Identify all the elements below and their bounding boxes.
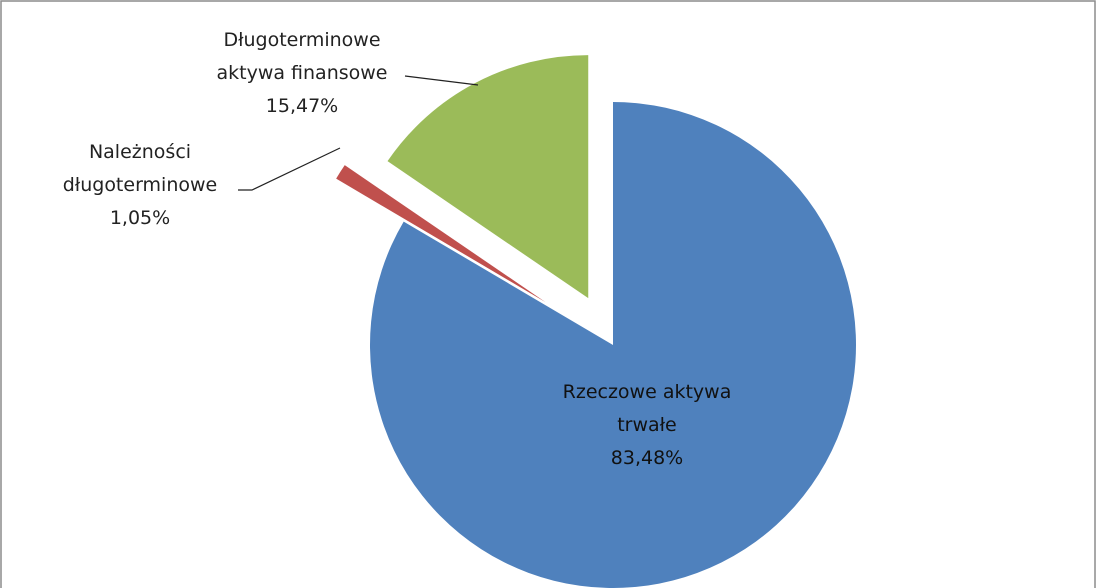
value-label: 83,48% — [610, 447, 684, 469]
pie-slice — [336, 165, 546, 303]
category-label: Rzeczowe aktywa trwałe — [562, 381, 732, 436]
slice-label: Długoterminowe aktywa finansowe 15,47% — [207, 24, 397, 123]
category-label: Należności długoterminowe — [62, 141, 218, 196]
slice-label: Rzeczowe aktywa trwałe 83,48% — [557, 376, 737, 475]
category-label: Długoterminowe aktywa finansowe — [216, 29, 388, 84]
pie-slice — [369, 102, 856, 588]
slice-label: Należności długoterminowe 1,05% — [45, 136, 235, 235]
leader-line — [238, 147, 341, 191]
value-label: 1,05% — [109, 207, 171, 229]
value-label: 15,47% — [265, 95, 339, 117]
pie-slice — [387, 55, 589, 299]
leader-line — [404, 75, 479, 86]
pie — [336, 55, 856, 588]
